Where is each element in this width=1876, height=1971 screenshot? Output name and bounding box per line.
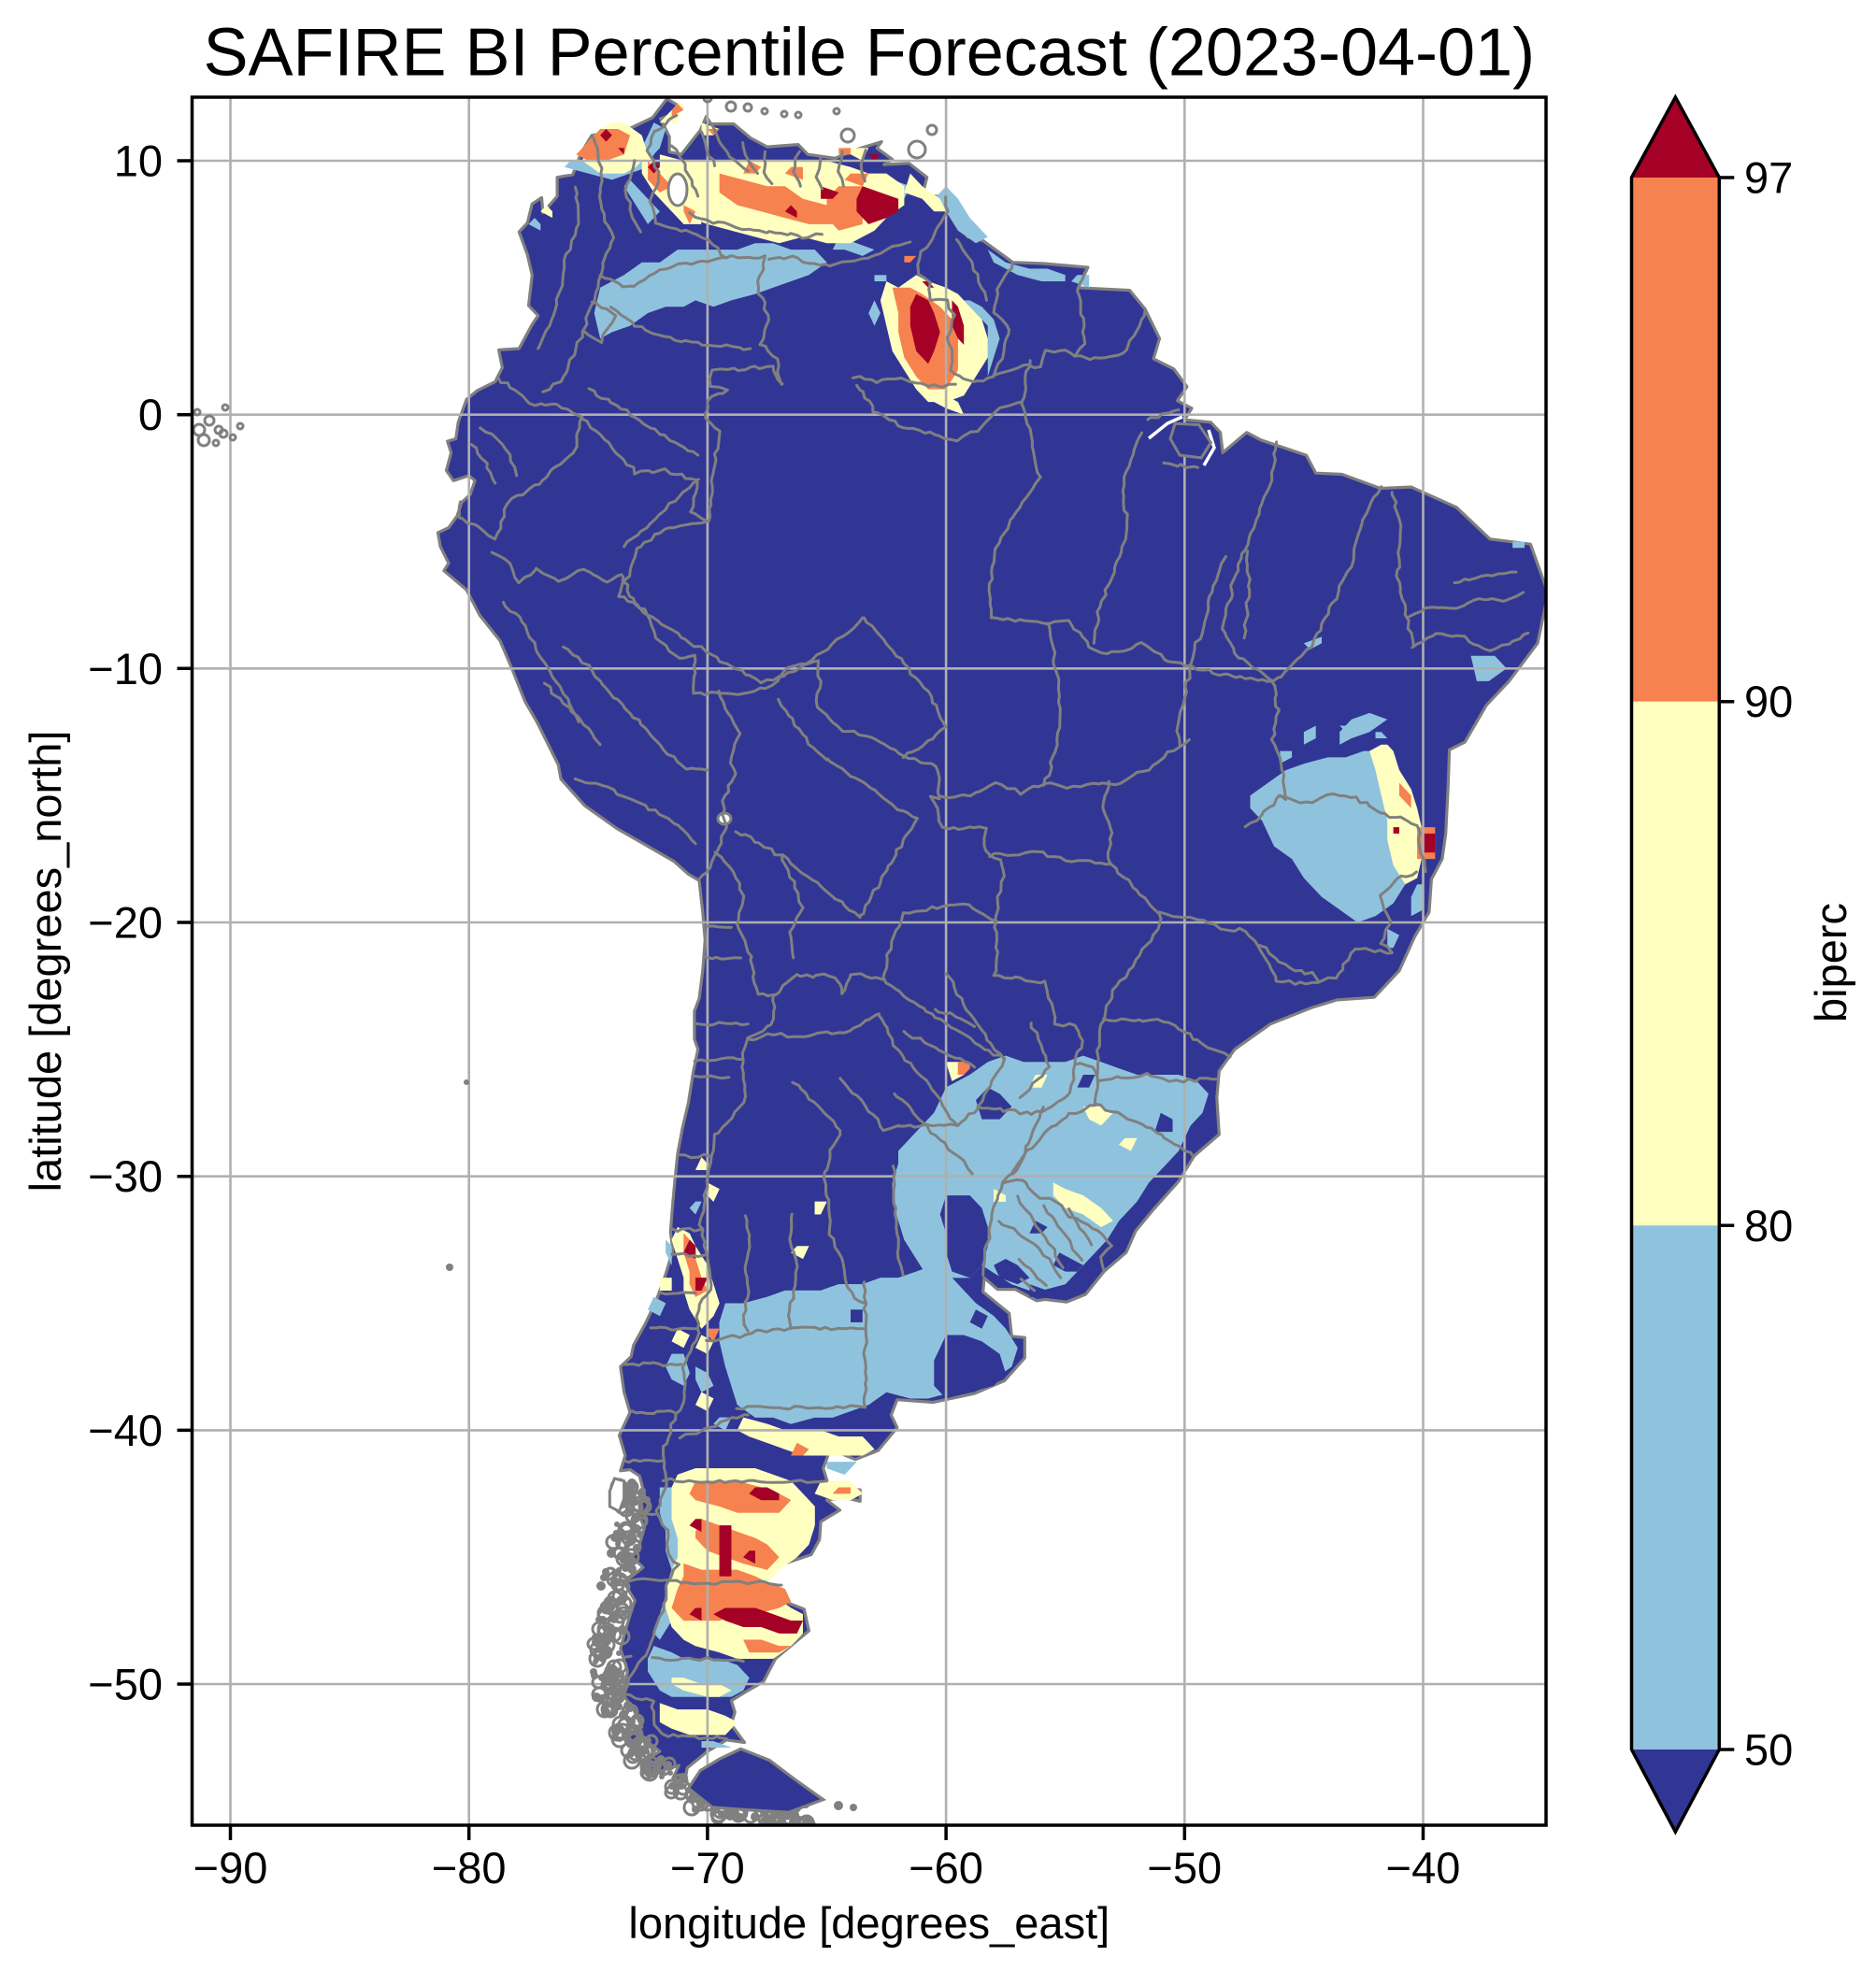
svg-text:−10: −10 [88, 644, 163, 693]
svg-text:longitude [degrees_east]: longitude [degrees_east] [628, 1898, 1110, 1948]
svg-text:biperc: biperc [1806, 903, 1855, 1022]
svg-text:80: 80 [1744, 1201, 1793, 1250]
svg-text:−50: −50 [88, 1660, 163, 1709]
svg-text:50: 50 [1744, 1725, 1793, 1775]
svg-text:−40: −40 [1386, 1843, 1461, 1892]
svg-text:SAFIRE BI Percentile Forecast: SAFIRE BI Percentile Forecast (2023-04-0… [203, 16, 1535, 91]
svg-text:97: 97 [1744, 153, 1793, 203]
svg-text:−20: −20 [88, 898, 163, 948]
svg-text:10: 10 [114, 136, 163, 186]
svg-text:latitude [degrees_north]: latitude [degrees_north] [21, 731, 70, 1193]
svg-text:−90: −90 [193, 1843, 268, 1892]
svg-text:0: 0 [138, 390, 163, 439]
svg-text:−80: −80 [432, 1843, 507, 1892]
svg-text:−30: −30 [88, 1151, 163, 1201]
svg-text:90: 90 [1744, 677, 1793, 726]
svg-text:−60: −60 [909, 1843, 983, 1892]
svg-text:−40: −40 [88, 1406, 163, 1455]
svg-text:−50: −50 [1147, 1843, 1222, 1892]
svg-text:−70: −70 [670, 1843, 745, 1892]
